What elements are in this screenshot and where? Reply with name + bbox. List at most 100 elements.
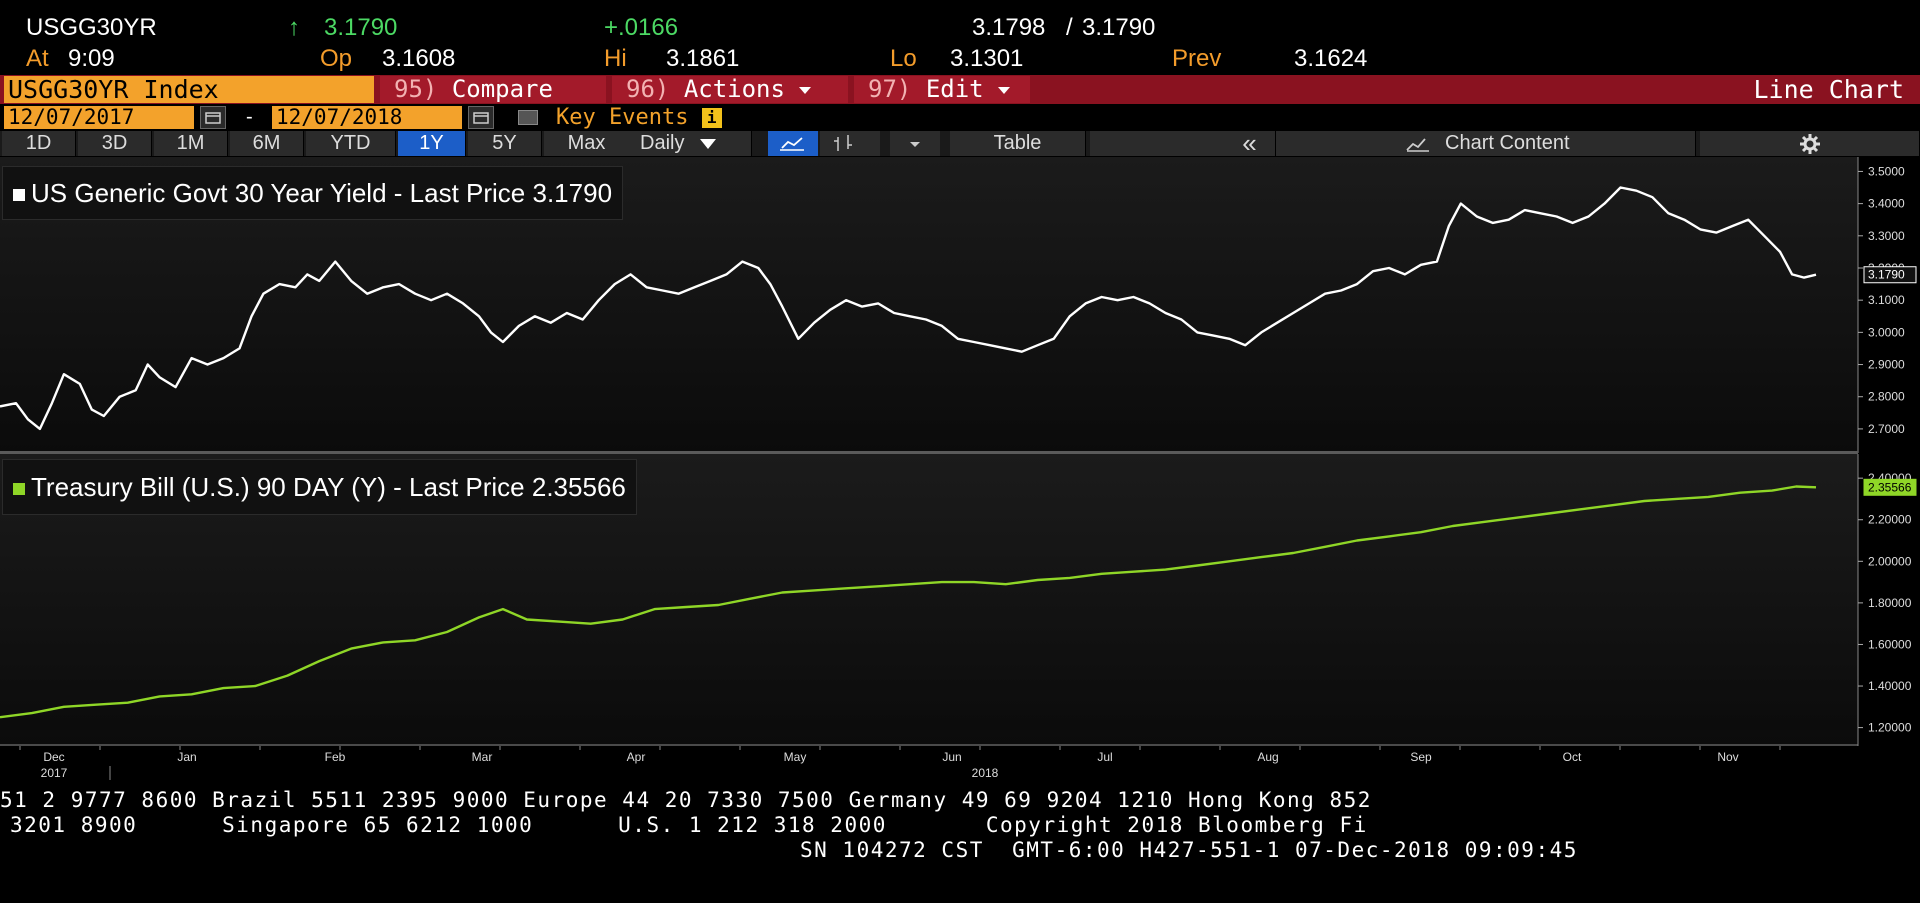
chart-content-button[interactable]: Chart Content [1280,131,1696,156]
y-tick-label: 3.0000 [1868,325,1905,339]
y-tick-label: 3.4000 [1868,197,1905,211]
x-year-label: 2018 [972,766,999,780]
chevron-down-icon [798,86,811,94]
x-tick-label: Jul [1097,750,1112,764]
gear-icon[interactable] [1700,131,1920,156]
x-tick-label: Dec [43,750,64,764]
tbill-series-line [0,485,1817,719]
frequency-dropdown[interactable]: Daily [626,131,752,156]
edit-label: Edit [925,75,984,103]
calendar-icon[interactable] [200,106,226,129]
end-date-input[interactable]: 12/07/2018 [272,106,462,129]
x-axis: Dec Jan Feb Mar Apr May Jun Jul Aug Sep Oct Nov 2017… [19,746,1781,780]
panel-divider[interactable] [0,451,1858,454]
low-label: Lo [890,45,917,72]
compare-number: 95) [394,75,438,103]
range-button-1y[interactable]: 1Y [398,131,466,156]
last-price: 3.1790 [324,14,398,41]
legend-text: US Generic Govt 30 Year Yield - Last Pri… [31,178,526,208]
table-button[interactable]: Table [950,131,1086,156]
last-price-label: 3.1790 [1863,266,1917,284]
chart-type-label: Line Chart [1753,75,1904,104]
y-axis-ticks: 2.400002.200002.000001.800001.600001.400… [1858,471,1912,735]
prev-label: Prev [1172,45,1222,72]
actions-menu[interactable]: 96) Actions [612,76,848,103]
last-price-box [1863,478,1917,496]
calendar-icon[interactable] [468,106,494,129]
range-button-1m[interactable]: 1M [154,131,228,156]
info-icon[interactable]: i [701,108,722,128]
y-tick-label: 3.5000 [1868,164,1905,178]
y-tick-label: 1.60000 [1868,637,1912,651]
y-tick-label: 1.80000 [1868,596,1912,610]
bar-chart-icon[interactable] [820,131,880,156]
collapse-button[interactable]: « [1224,130,1276,156]
range-button-max[interactable]: Max [544,131,630,156]
y-tick-label: 3.3000 [1868,229,1905,243]
range-button-ytd[interactable]: YTD [306,131,396,156]
y-tick-label: 2.9000 [1868,358,1905,372]
net-change: +.0166 [604,14,679,41]
open-label: Op [320,45,353,72]
x-tick-label: Apr [627,750,646,764]
range-button-5y[interactable]: 5Y [468,131,542,156]
ticker: USGG30YR [26,14,157,41]
security-field[interactable]: USGG30YR Index [4,76,374,103]
y-tick-label: 1.20000 [1868,721,1912,735]
quote-time: 9:09 [68,45,115,72]
last-price-label: 2.35566 [1863,478,1917,496]
x-tick-label: Oct [1563,750,1582,764]
edit-menu[interactable]: 97) Edit [854,76,1030,103]
at-label: At [26,45,49,72]
key-events-toggle[interactable]: Key Events i [556,106,722,129]
footer-line-2: 3201 8900 Singapore 65 6212 1000 U.S. 1 … [10,813,1368,837]
line-chart-icon[interactable] [768,131,818,156]
compare-label: Compare [451,75,553,103]
yield-series-line [0,186,1817,431]
ask-price: 3.1790 [1082,14,1156,41]
y-tick-label: 2.8000 [1868,390,1905,404]
actions-label: Actions [683,75,785,103]
y-axis-ticks: 3.50003.40003.30003.20003.10003.00002.90… [1858,164,1905,436]
last-price-box [1863,266,1917,284]
y-tick-label: 2.00000 [1868,554,1912,568]
x-tick-label: Nov [1717,750,1738,764]
prev-price: 3.1624 [1294,45,1368,72]
yield-legend[interactable]: US Generic Govt 30 Year Yield - Last Pri… [2,166,624,220]
actions-number: 96) [626,75,670,103]
bid-ask-separator: / [1066,14,1073,41]
range-button-1d[interactable]: 1D [2,131,76,156]
y-tick-label: 2.7000 [1868,422,1905,436]
high-price: 3.1861 [666,45,740,72]
date-separator: - [246,106,253,128]
footer-line-3: SN 104272 CST GMT-6:00 H427-551-1 07-Dec… [800,838,1578,862]
tbill-legend[interactable]: Treasury Bill (U.S.) 90 DAY (Y) - Last P… [2,459,637,515]
chevron-down-icon[interactable] [890,131,940,156]
legend-value: 2.35566 [531,472,626,502]
chevron-down-icon [700,138,717,149]
compare-button[interactable]: 95) Compare [380,76,606,103]
up-arrow-icon: ↑ [288,14,300,41]
key-events-checkbox[interactable] [518,110,538,125]
start-date-input[interactable]: 12/07/2017 [4,106,194,129]
x-year-label: 2017 [41,766,68,780]
y-tick-label: 1.40000 [1868,679,1912,693]
legend-text: Treasury Bill (U.S.) 90 DAY (Y) - Last P… [31,472,525,502]
range-button-3d[interactable]: 3D [78,131,152,156]
x-tick-label: May [784,750,807,764]
range-button-6m[interactable]: 6M [230,131,304,156]
x-tick-label: Feb [325,750,346,764]
key-events-label: Key Events [556,105,689,130]
chart-content-icon [1406,138,1430,152]
bid-price: 3.1798 [972,14,1046,41]
chart-content-label: Chart Content [1445,132,1570,154]
chevron-down-icon [997,86,1010,94]
legend-swatch [13,189,25,202]
high-label: Hi [604,45,627,72]
x-tick-label: Sep [1410,750,1432,764]
last-price-text: 3.1790 [1868,268,1905,282]
open-price: 3.1608 [382,45,456,72]
footer-line-1: 51 2 9777 8600 Brazil 5511 2395 9000 Eur… [0,788,1372,812]
frequency-label: Daily [640,132,685,154]
x-tick-label: Jan [177,750,196,764]
